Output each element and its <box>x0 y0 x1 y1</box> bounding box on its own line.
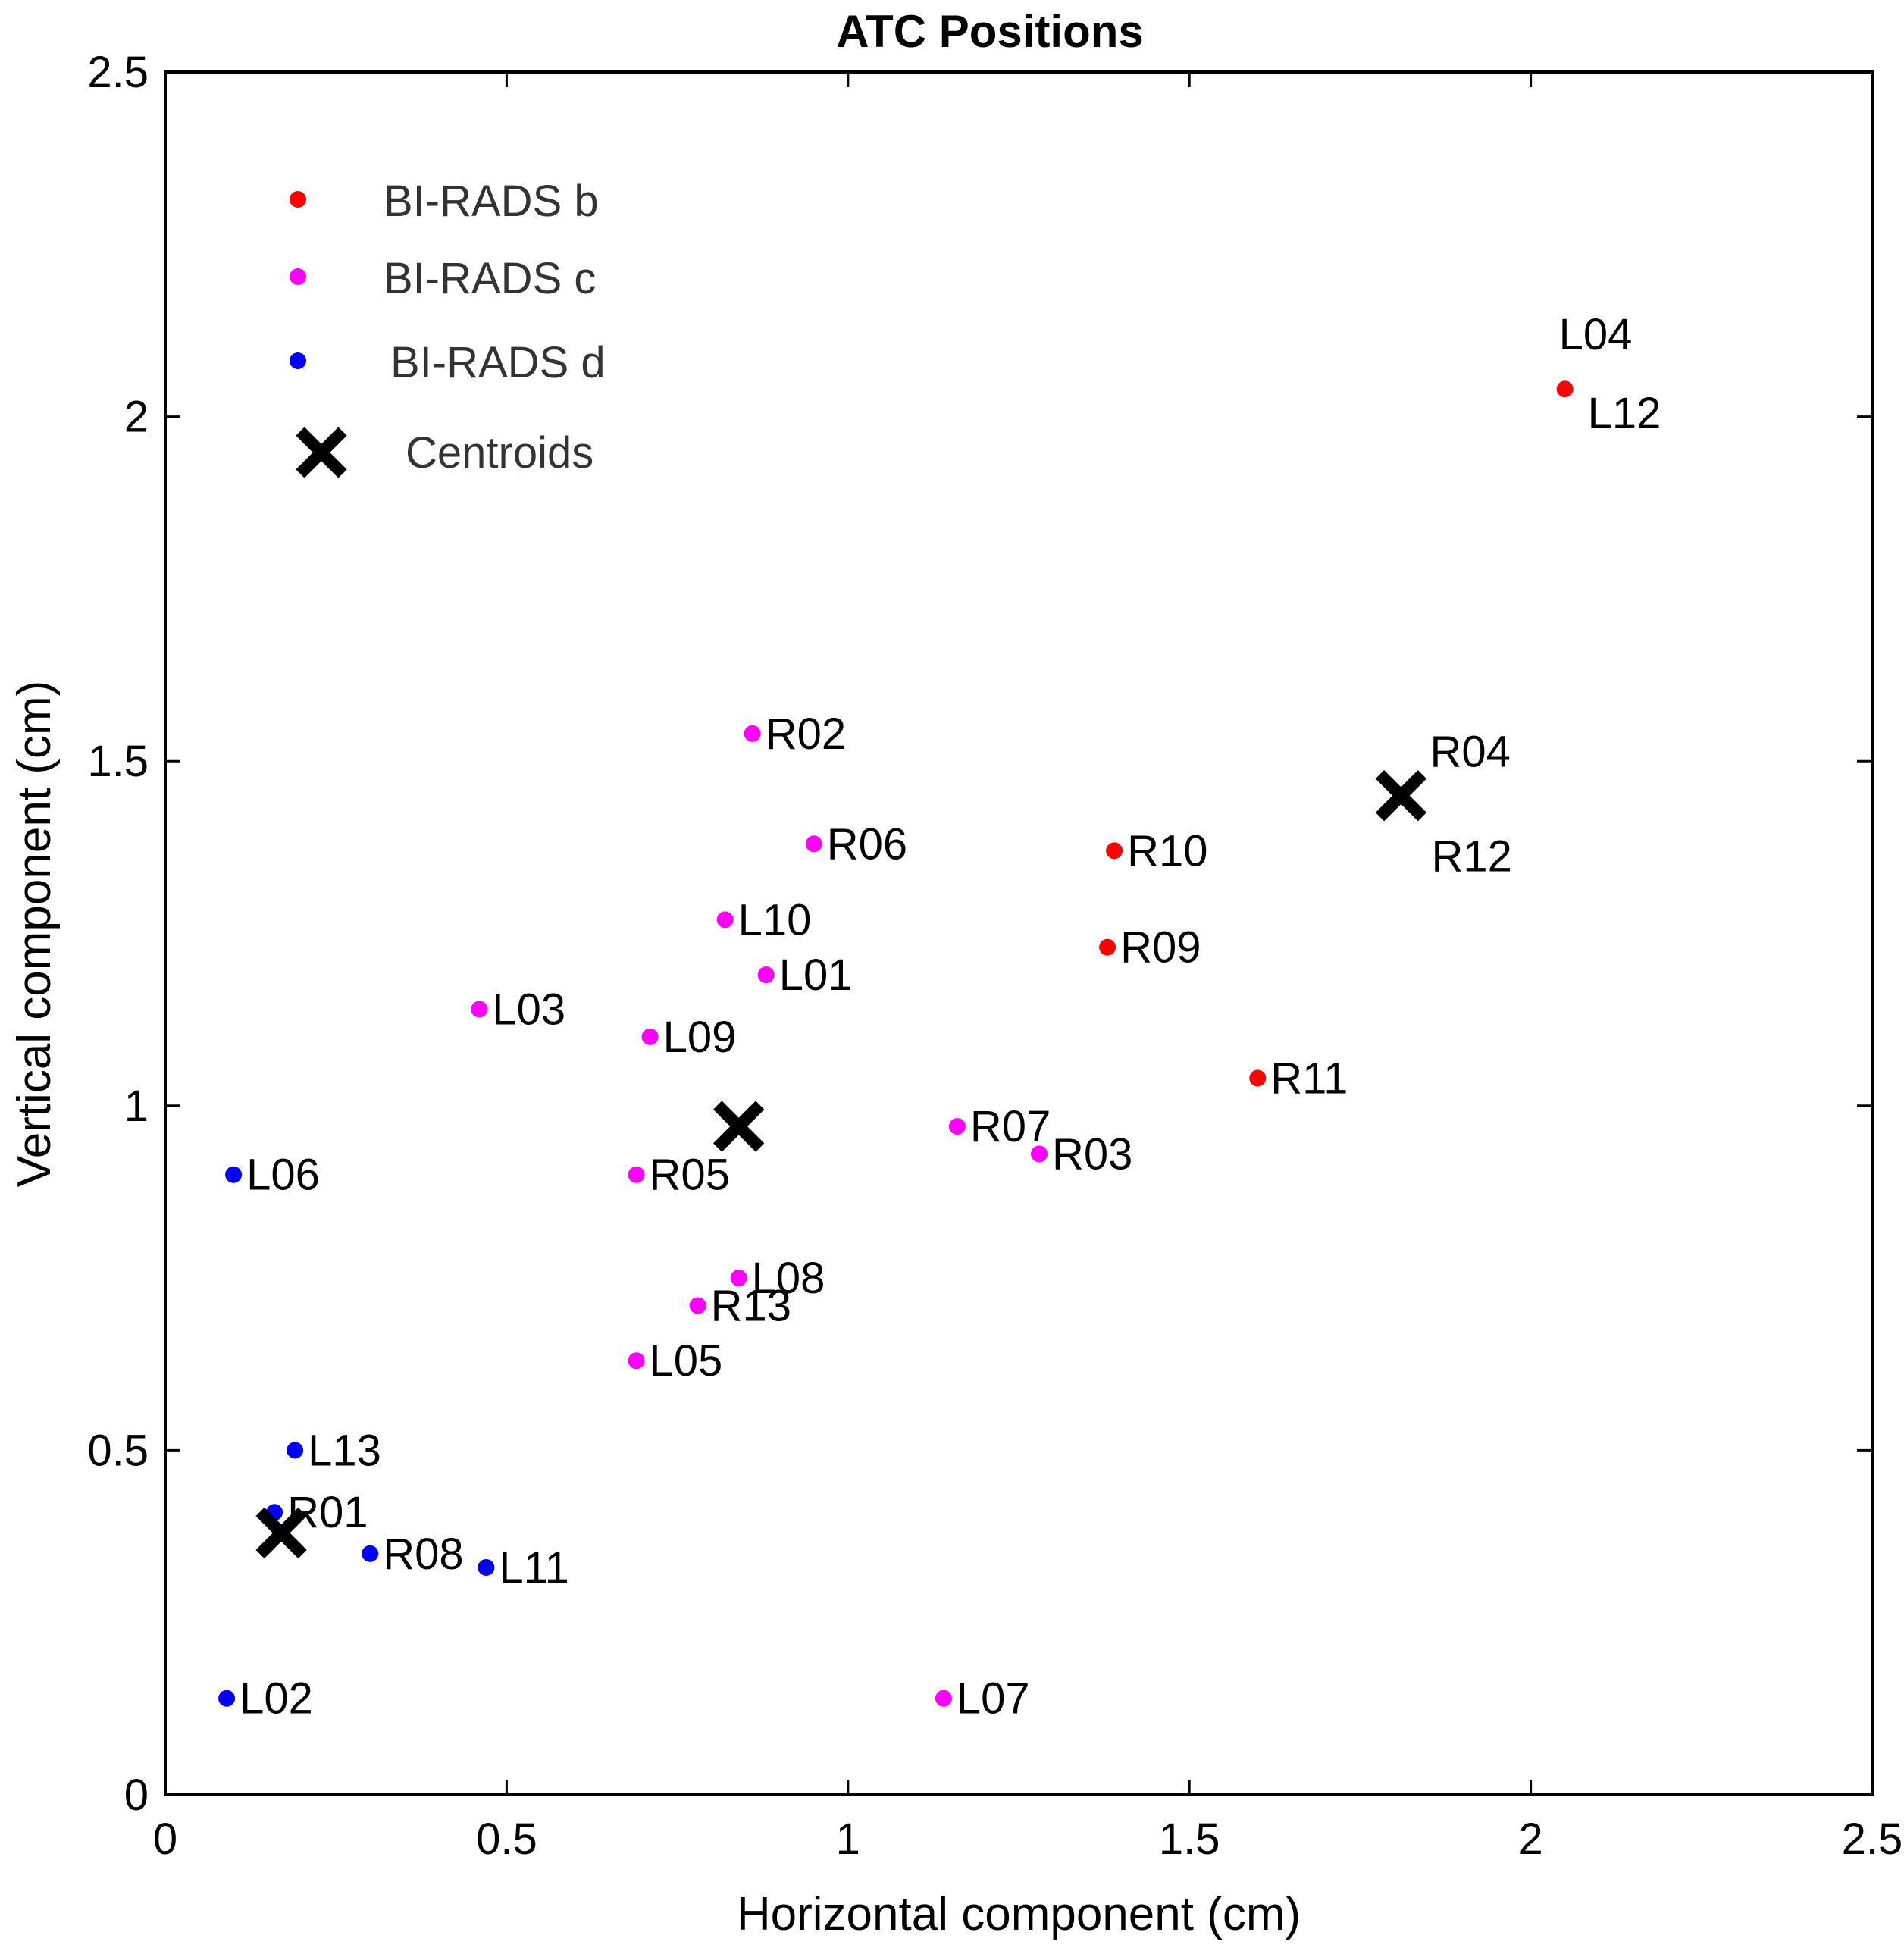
legend: BI-RADS b BI-RADS c BI-RADS d Centroids <box>290 177 606 478</box>
data-point <box>1099 938 1116 956</box>
centroid-marker <box>1375 770 1427 822</box>
point-label: R11 <box>1270 1054 1348 1103</box>
point-label: L06 <box>246 1151 320 1200</box>
point-label: R08 <box>383 1530 463 1579</box>
point-label: L02 <box>240 1674 313 1724</box>
x-tick-label: 0.5 <box>476 1815 537 1864</box>
point-label: L01 <box>779 950 853 1000</box>
data-point <box>362 1545 379 1562</box>
data-point <box>287 1442 304 1459</box>
point-label: L04 <box>1559 310 1633 359</box>
point-label: R06 <box>827 819 907 869</box>
point-label: R05 <box>650 1151 730 1200</box>
point-label: R03 <box>1052 1129 1132 1179</box>
point-label: L11 <box>499 1543 568 1592</box>
point-label: L07 <box>957 1674 1030 1724</box>
data-point <box>716 911 734 929</box>
point-label: R12 <box>1431 832 1511 882</box>
y-tick-label: 2 <box>124 393 149 442</box>
plot-area <box>164 70 1874 1796</box>
x-tick-label: 2 <box>1518 1815 1542 1864</box>
point-label: L13 <box>308 1426 381 1475</box>
y-tick-label: 0 <box>124 1771 149 1820</box>
point-label: L08 <box>752 1254 825 1303</box>
chart-title: ATC Positions <box>836 6 1144 57</box>
point-label: R13 <box>711 1281 791 1330</box>
data-point <box>935 1690 952 1707</box>
data-point <box>628 1166 645 1183</box>
legend-marker-x <box>296 427 347 478</box>
data-point <box>1249 1069 1267 1087</box>
y-tick-label: 1 <box>124 1082 149 1131</box>
data-point <box>1031 1145 1048 1163</box>
x-tick-label: 1 <box>836 1815 860 1864</box>
points-layer: L04L12R10R09R11R02R06L10L01L03L09R05R07R… <box>218 310 1661 1724</box>
data-point <box>1556 380 1574 398</box>
point-label: L05 <box>650 1336 723 1386</box>
legend-label: BI-RADS b <box>384 177 599 226</box>
data-point <box>471 1001 488 1018</box>
point-label: L03 <box>492 985 565 1035</box>
legend-label: Centroids <box>406 428 593 478</box>
legend-marker <box>290 191 306 208</box>
data-point <box>218 1690 236 1707</box>
data-point <box>689 1297 706 1314</box>
y-tick-label: 2.5 <box>87 48 149 97</box>
centroid-marker <box>255 1507 307 1559</box>
legend-marker <box>290 268 306 285</box>
data-point <box>744 725 761 742</box>
point-label: R02 <box>766 709 846 759</box>
data-point <box>805 835 822 853</box>
x-axis-label: Horizontal component (cm) <box>737 1888 1301 1940</box>
legend-marker <box>290 352 306 369</box>
data-point <box>628 1352 645 1370</box>
centroid-marker <box>713 1101 765 1152</box>
point-label: L12 <box>1588 389 1661 438</box>
point-label: L10 <box>738 895 812 944</box>
point-label: R04 <box>1430 728 1510 777</box>
data-point <box>1106 842 1123 860</box>
x-tick-label: 0 <box>153 1815 177 1864</box>
data-point <box>730 1270 747 1287</box>
legend-label: BI-RADS d <box>390 338 606 387</box>
data-point <box>948 1118 966 1135</box>
x-tick-label: 2.5 <box>1842 1815 1903 1864</box>
point-label: R09 <box>1120 923 1201 972</box>
x-tick-label: 1.5 <box>1159 1815 1220 1864</box>
point-label: R10 <box>1127 826 1207 875</box>
y-tick-label: 1.5 <box>87 737 149 786</box>
point-label: L09 <box>663 1013 737 1062</box>
point-label: R07 <box>970 1102 1051 1151</box>
ticks-layer: 0 0.5 1 1.5 2 2.5 0 0.5 1 1.5 2 2.5 <box>87 48 1902 1864</box>
data-point <box>757 966 775 984</box>
data-point <box>225 1166 243 1183</box>
data-point <box>641 1028 659 1045</box>
y-axis-label: Vertical component (cm) <box>8 681 61 1187</box>
data-point <box>478 1558 495 1576</box>
y-tick-label: 0.5 <box>87 1426 149 1475</box>
legend-label: BI-RADS c <box>384 254 596 303</box>
